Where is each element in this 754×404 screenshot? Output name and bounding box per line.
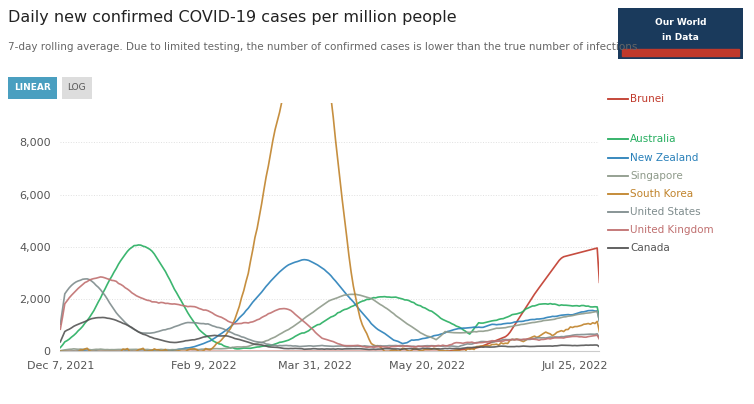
Text: New Zealand: New Zealand: [630, 153, 699, 162]
Text: Brunei: Brunei: [630, 94, 664, 104]
Text: United Kingdom: United Kingdom: [630, 225, 714, 235]
Bar: [622, 50, 739, 56]
Text: South Korea: South Korea: [630, 189, 694, 199]
Text: in Data: in Data: [662, 33, 699, 42]
Text: Singapore: Singapore: [630, 171, 683, 181]
Text: Our World: Our World: [654, 18, 706, 27]
Text: Australia: Australia: [630, 135, 677, 144]
Text: 7-day rolling average. Due to limited testing, the number of confirmed cases is : 7-day rolling average. Due to limited te…: [8, 42, 640, 53]
Text: United States: United States: [630, 207, 701, 217]
Text: Canada: Canada: [630, 244, 670, 253]
Text: Daily new confirmed COVID-19 cases per million people: Daily new confirmed COVID-19 cases per m…: [8, 10, 456, 25]
Text: LINEAR: LINEAR: [14, 83, 51, 93]
Text: LOG: LOG: [68, 83, 86, 93]
